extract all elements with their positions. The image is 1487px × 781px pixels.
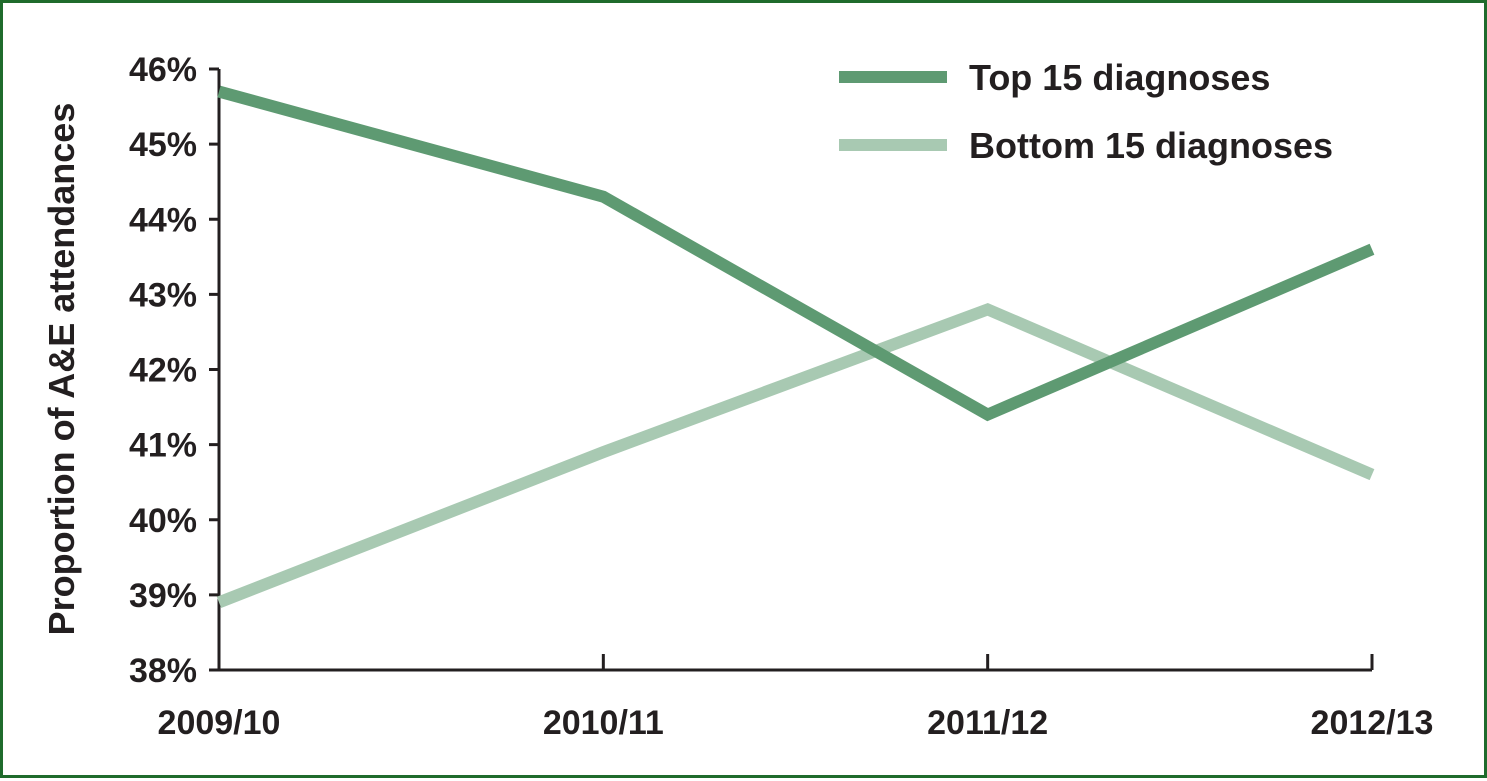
y-tick-label: 42% [129, 352, 197, 390]
x-ticks: 2009/10 2010/11 2011/12 2012/13 [158, 654, 1434, 742]
x-tick-label: 2009/10 [158, 704, 281, 742]
y-tick-label: 40% [129, 502, 197, 540]
x-tick-label: 2012/13 [1311, 704, 1434, 742]
y-tick-label: 39% [129, 577, 197, 615]
y-tick-label: 45% [129, 126, 197, 164]
legend: Top 15 diagnoses Bottom 15 diagnoses [839, 57, 1333, 166]
y-tick-label: 43% [129, 276, 197, 314]
series-lines [219, 91, 1372, 602]
x-tick-label: 2011/12 [927, 704, 1048, 742]
y-tick-label: 44% [129, 201, 197, 239]
legend-label: Top 15 diagnoses [969, 57, 1270, 98]
series-line [219, 309, 1372, 602]
y-axis-title: Proportion of A&E attendances [41, 103, 82, 636]
legend-label: Bottom 15 diagnoses [969, 125, 1333, 166]
y-tick-label: 46% [129, 51, 197, 89]
x-tick-label: 2010/11 [543, 704, 664, 742]
y-tick-label: 38% [129, 652, 197, 690]
line-chart: 38% 39% 40% 41% 42% 43% 44% 45% 46% 2009/10 2010/… [3, 3, 1487, 781]
y-ticks: 38% 39% 40% 41% 42% 43% 44% 45% 46% [129, 51, 219, 690]
y-tick-label: 41% [129, 427, 197, 465]
